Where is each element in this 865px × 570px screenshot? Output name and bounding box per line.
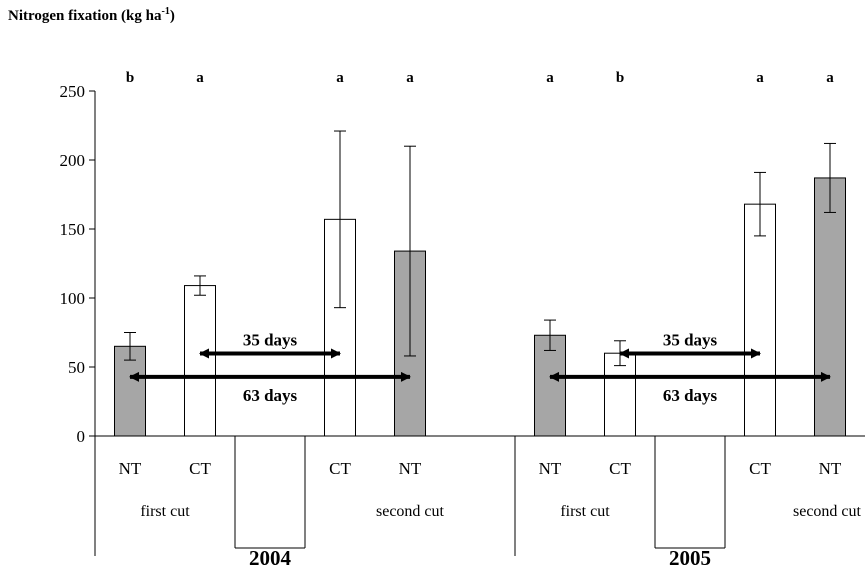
- annotations: 35 days 63 days 35 days 63 days: [129, 330, 831, 405]
- x-category-table: NT CT CT NT NT CT CT NT first cut second cut first…: [94, 436, 862, 570]
- y-tick-label: 50: [68, 358, 85, 377]
- period-label: 63 days: [243, 386, 298, 405]
- period-label: 35 days: [663, 330, 718, 349]
- treatment-label: CT: [609, 459, 631, 478]
- y-tick-label: 150: [60, 220, 86, 239]
- bar: [184, 285, 216, 437]
- significance-letter: b: [616, 70, 624, 86]
- bar: [604, 352, 636, 437]
- y-tick-label: 100: [60, 289, 86, 308]
- significance-letter: a: [546, 70, 554, 86]
- treatment-label: NT: [399, 459, 422, 478]
- significance-letter: a: [756, 70, 764, 86]
- significance-letter: a: [406, 70, 414, 86]
- bar: [744, 203, 776, 437]
- y-tick-label: 0: [77, 427, 86, 446]
- significance-letter: a: [196, 70, 204, 86]
- treatment-label: CT: [749, 459, 771, 478]
- cut-label: second cut: [376, 503, 445, 520]
- treatment-label: NT: [119, 459, 142, 478]
- cut-label: first cut: [140, 503, 190, 520]
- treatment-label: CT: [329, 459, 351, 478]
- period-label: 35 days: [243, 330, 298, 349]
- year-label: 2004: [249, 546, 292, 570]
- treatment-label: NT: [539, 459, 562, 478]
- bar: [814, 177, 846, 437]
- significance-letter: b: [126, 70, 134, 86]
- period-label: 63 days: [663, 386, 718, 405]
- axes: 0 50 100 150 200 250: [60, 82, 865, 446]
- treatment-label: CT: [189, 459, 211, 478]
- y-tick-label: 250: [60, 82, 86, 101]
- cut-label: first cut: [560, 503, 610, 520]
- y-axis-label: Nitrogen fixation (kg ha-1): [8, 6, 175, 24]
- y-tick-label: 200: [60, 151, 86, 170]
- year-label: 2005: [669, 546, 711, 570]
- cut-label: second cut: [793, 503, 862, 520]
- significance-letter: a: [826, 70, 834, 86]
- bar: [534, 334, 566, 437]
- treatment-label: NT: [819, 459, 842, 478]
- significance-letter: a: [336, 70, 344, 86]
